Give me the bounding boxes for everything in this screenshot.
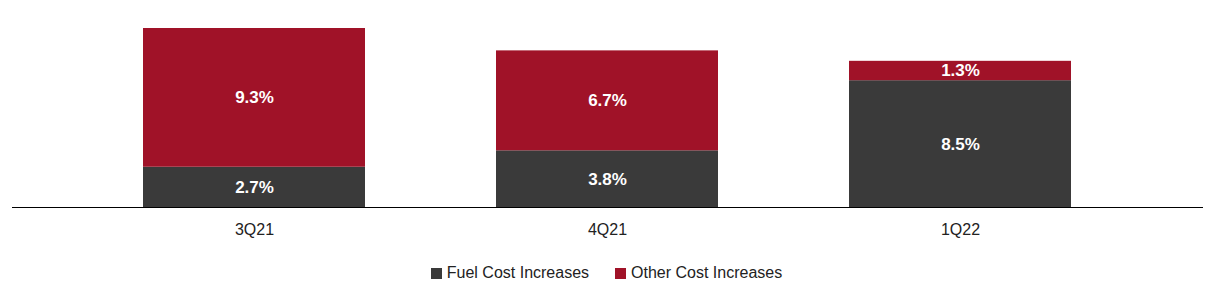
svg-text:1.3%: 1.3%: [941, 61, 980, 80]
svg-text:3.8%: 3.8%: [588, 170, 627, 189]
svg-text:2.7%: 2.7%: [235, 178, 274, 197]
svg-text:1Q22: 1Q22: [941, 221, 980, 238]
svg-text:9.3%: 9.3%: [235, 88, 274, 107]
html-text:Fuel Cost Increases: Fuel Cost Increases: [446, 264, 589, 281]
svg-text:6.7%: 6.7%: [588, 91, 627, 110]
html-text:Other Cost Increases: Other Cost Increases: [631, 264, 783, 281]
svg-text:3Q21: 3Q21: [235, 221, 274, 238]
svg-text:4Q21: 4Q21: [588, 221, 627, 238]
svg-text:8.5%: 8.5%: [941, 135, 980, 154]
